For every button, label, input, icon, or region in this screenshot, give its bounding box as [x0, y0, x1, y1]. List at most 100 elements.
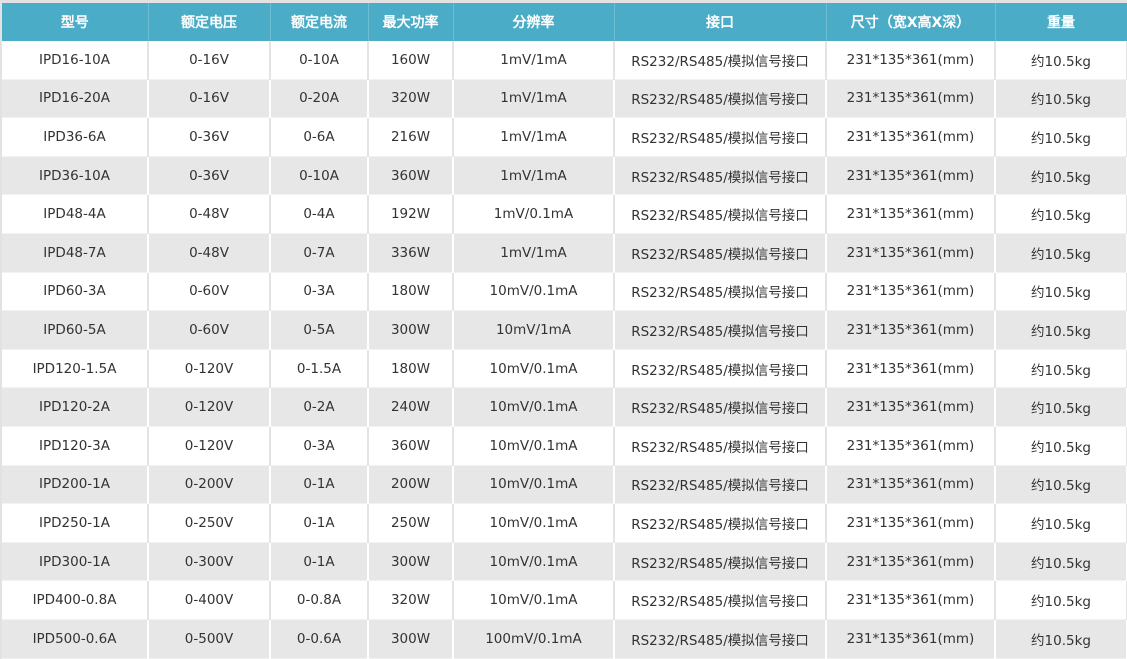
cell-model: IPD60-3A	[2, 272, 149, 312]
cell-rated-current: 0-3A	[270, 272, 369, 312]
cell-interface: RS232/RS485/模拟信号接口	[614, 349, 827, 389]
cell-max-power: 240W	[368, 387, 454, 427]
cell-dimensions: 231*135*361(mm)	[826, 194, 996, 234]
cell-resolution: 1mV/1mA	[453, 41, 615, 80]
cell-dimensions: 231*135*361(mm)	[826, 580, 996, 620]
cell-rated-voltage: 0-60V	[148, 310, 271, 350]
cell-resolution: 10mV/0.1mA	[453, 387, 615, 427]
cell-resolution: 1mV/1mA	[453, 117, 615, 157]
cell-resolution: 10mV/1mA	[453, 310, 615, 350]
cell-model: IPD120-3A	[2, 426, 149, 466]
cell-interface: RS232/RS485/模拟信号接口	[614, 233, 827, 273]
cell-weight: 约10.5kg	[995, 272, 1127, 312]
cell-model: IPD60-5A	[2, 310, 149, 350]
cell-rated-voltage: 0-16V	[148, 41, 271, 80]
cell-dimensions: 231*135*361(mm)	[826, 619, 996, 659]
table-row: IPD200-1A 0-200V 0-1A 200W 10mV/0.1mA RS232/R…	[2, 465, 1127, 505]
cell-rated-voltage: 0-120V	[148, 426, 271, 466]
cell-rated-current: 0-5A	[270, 310, 369, 350]
cell-model: IPD120-1.5A	[2, 349, 149, 389]
cell-weight: 约10.5kg	[995, 542, 1127, 582]
cell-max-power: 250W	[368, 503, 454, 543]
cell-max-power: 160W	[368, 41, 454, 80]
table-row: IPD250-1A 0-250V 0-1A 250W 10mV/0.1mA RS232/R…	[2, 503, 1127, 543]
cell-dimensions: 231*135*361(mm)	[826, 41, 996, 80]
cell-model: IPD400-0.8A	[2, 580, 149, 620]
cell-interface: RS232/RS485/模拟信号接口	[614, 310, 827, 350]
table-row: IPD48-4A 0-48V 0-4A 192W 1mV/0.1mA RS232/RS48…	[2, 194, 1127, 234]
table-row: IPD120-2A 0-120V 0-2A 240W 10mV/0.1mA RS232/R…	[2, 387, 1127, 427]
cell-interface: RS232/RS485/模拟信号接口	[614, 387, 827, 427]
cell-rated-voltage: 0-120V	[148, 349, 271, 389]
cell-weight: 约10.5kg	[995, 503, 1127, 543]
column-header-interface: 接口	[614, 3, 827, 41]
cell-rated-voltage: 0-16V	[148, 79, 271, 119]
cell-max-power: 336W	[368, 233, 454, 273]
table-row: IPD16-10A 0-16V 0-10A 160W 1mV/1mA RS232/RS48…	[2, 41, 1127, 80]
cell-weight: 约10.5kg	[995, 426, 1127, 466]
cell-max-power: 360W	[368, 156, 454, 196]
table-row: IPD48-7A 0-48V 0-7A 336W 1mV/1mA RS232/RS485/…	[2, 233, 1127, 273]
cell-resolution: 10mV/0.1mA	[453, 272, 615, 312]
cell-interface: RS232/RS485/模拟信号接口	[614, 465, 827, 505]
cell-rated-voltage: 0-60V	[148, 272, 271, 312]
cell-dimensions: 231*135*361(mm)	[826, 426, 996, 466]
table-row: IPD16-20A 0-16V 0-20A 320W 1mV/1mA RS232/RS48…	[2, 79, 1127, 119]
cell-rated-current: 0-20A	[270, 79, 369, 119]
table-row: IPD120-1.5A 0-120V 0-1.5A 180W 10mV/0.1mA RS2…	[2, 349, 1127, 389]
cell-rated-current: 0-2A	[270, 387, 369, 427]
cell-model: IPD36-10A	[2, 156, 149, 196]
cell-interface: RS232/RS485/模拟信号接口	[614, 503, 827, 543]
column-header-max-power: 最大功率	[368, 3, 454, 41]
cell-weight: 约10.5kg	[995, 79, 1127, 119]
cell-model: IPD500-0.6A	[2, 619, 149, 659]
cell-resolution: 10mV/0.1mA	[453, 426, 615, 466]
cell-model: IPD48-4A	[2, 194, 149, 234]
cell-weight: 约10.5kg	[995, 619, 1127, 659]
cell-interface: RS232/RS485/模拟信号接口	[614, 580, 827, 620]
table-row: IPD36-10A 0-36V 0-10A 360W 1mV/1mA RS232/RS48…	[2, 156, 1127, 196]
column-header-rated-current: 额定电流	[270, 3, 369, 41]
cell-rated-voltage: 0-120V	[148, 387, 271, 427]
cell-weight: 约10.5kg	[995, 465, 1127, 505]
cell-interface: RS232/RS485/模拟信号接口	[614, 194, 827, 234]
cell-max-power: 200W	[368, 465, 454, 505]
cell-dimensions: 231*135*361(mm)	[826, 233, 996, 273]
cell-max-power: 360W	[368, 426, 454, 466]
cell-rated-current: 0-4A	[270, 194, 369, 234]
cell-rated-voltage: 0-200V	[148, 465, 271, 505]
cell-model: IPD16-10A	[2, 41, 149, 80]
cell-rated-voltage: 0-36V	[148, 117, 271, 157]
cell-rated-voltage: 0-300V	[148, 542, 271, 582]
cell-rated-current: 0-10A	[270, 41, 369, 80]
cell-model: IPD16-20A	[2, 79, 149, 119]
cell-interface: RS232/RS485/模拟信号接口	[614, 41, 827, 80]
cell-model: IPD200-1A	[2, 465, 149, 505]
cell-rated-voltage: 0-48V	[148, 233, 271, 273]
cell-resolution: 10mV/0.1mA	[453, 503, 615, 543]
cell-weight: 约10.5kg	[995, 233, 1127, 273]
cell-dimensions: 231*135*361(mm)	[826, 310, 996, 350]
cell-resolution: 1mV/1mA	[453, 156, 615, 196]
cell-interface: RS232/RS485/模拟信号接口	[614, 79, 827, 119]
cell-dimensions: 231*135*361(mm)	[826, 79, 996, 119]
cell-max-power: 216W	[368, 117, 454, 157]
cell-rated-current: 0-0.8A	[270, 580, 369, 620]
cell-rated-voltage: 0-36V	[148, 156, 271, 196]
cell-dimensions: 231*135*361(mm)	[826, 542, 996, 582]
cell-max-power: 300W	[368, 542, 454, 582]
table-row: IPD120-3A 0-120V 0-3A 360W 10mV/0.1mA RS232/R…	[2, 426, 1127, 466]
cell-max-power: 192W	[368, 194, 454, 234]
cell-dimensions: 231*135*361(mm)	[826, 503, 996, 543]
cell-max-power: 180W	[368, 272, 454, 312]
cell-resolution: 10mV/0.1mA	[453, 542, 615, 582]
table-row: IPD36-6A 0-36V 0-6A 216W 1mV/1mA RS232/RS485/…	[2, 117, 1127, 157]
cell-rated-voltage: 0-500V	[148, 619, 271, 659]
cell-interface: RS232/RS485/模拟信号接口	[614, 542, 827, 582]
cell-dimensions: 231*135*361(mm)	[826, 117, 996, 157]
column-header-dimensions: 尺寸（宽X高X深）	[826, 3, 996, 41]
cell-interface: RS232/RS485/模拟信号接口	[614, 619, 827, 659]
table-row: IPD500-0.6A 0-500V 0-0.6A 300W 100mV/0.1mA RS…	[2, 619, 1127, 659]
cell-model: IPD36-6A	[2, 117, 149, 157]
cell-rated-voltage: 0-250V	[148, 503, 271, 543]
